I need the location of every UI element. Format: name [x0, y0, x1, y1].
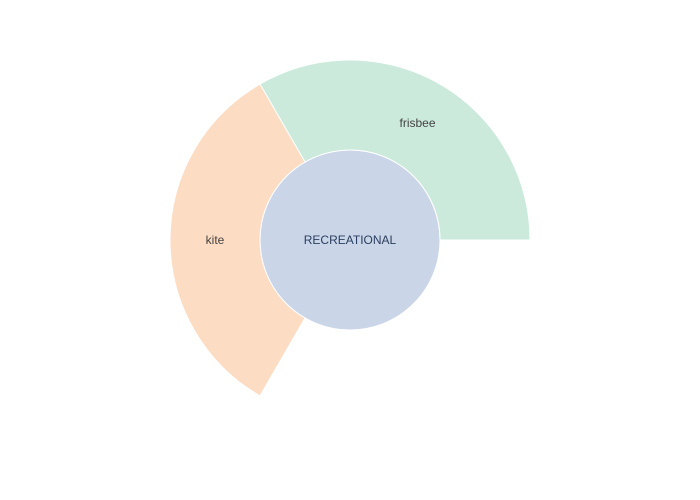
segment-label-kite: kite	[206, 233, 225, 247]
sunburst-labels: RECREATIONAL frisbee kite	[206, 116, 436, 247]
segment-label-recreational: RECREATIONAL	[304, 233, 397, 247]
sunburst-segments	[169, 59, 531, 397]
segment-label-frisbee: frisbee	[399, 116, 435, 130]
segment-kite[interactable]	[169, 83, 306, 397]
segment-frisbee[interactable]	[259, 59, 531, 241]
